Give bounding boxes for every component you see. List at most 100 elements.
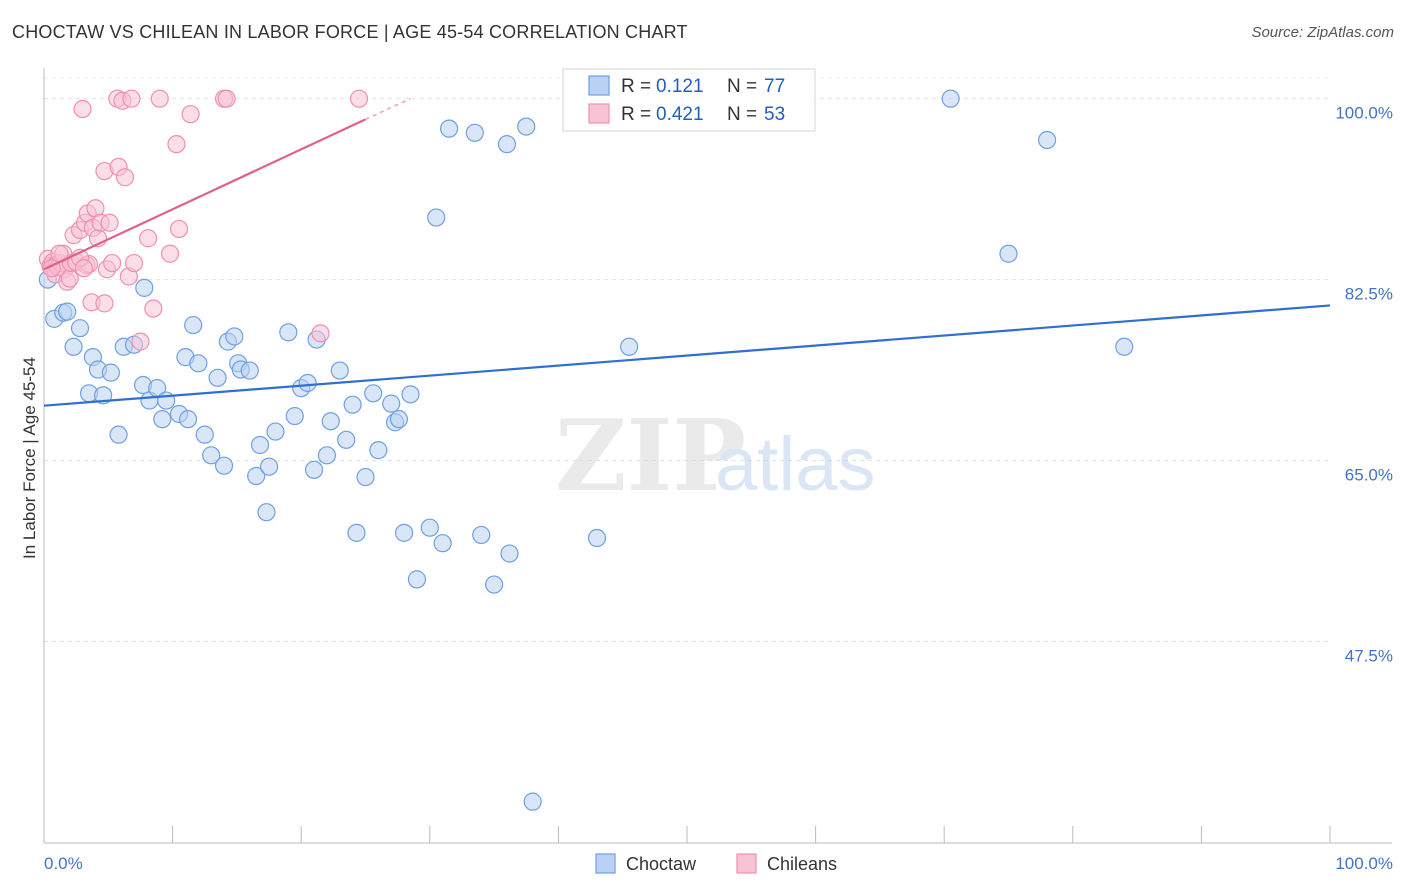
choctaw-point — [401, 385, 420, 404]
y-tick-label: 100.0% — [1335, 104, 1393, 123]
chileans-point — [95, 294, 114, 313]
choctaw-point — [225, 327, 244, 346]
choctaw-point — [330, 361, 349, 380]
bottom-legend: Choctaw Chileans — [595, 853, 837, 874]
choctaw-point — [321, 412, 340, 431]
choctaw-point — [64, 337, 83, 356]
choctaw-point — [70, 319, 90, 338]
choctaw-point — [439, 119, 459, 138]
legend-n-label: N = — [727, 76, 757, 97]
axes — [43, 68, 1392, 844]
choctaw-point — [101, 363, 120, 382]
y-axis-title: In Labor Force | Age 45-54 — [20, 357, 39, 559]
x-tick-labels: 0.0% 100.0% — [44, 854, 1393, 873]
data-points — [38, 89, 1134, 811]
chileans-bottom-label: Chileans — [767, 854, 837, 874]
y-tick-label: 47.5% — [1345, 646, 1393, 665]
choctaw-point — [941, 89, 960, 108]
y-tick-label: 65.0% — [1345, 466, 1393, 485]
choctaw-point — [1115, 337, 1134, 356]
choctaw-point — [347, 523, 366, 542]
choctaw-point — [304, 460, 324, 479]
chileans-point — [167, 135, 186, 154]
choctaw-point — [356, 467, 375, 487]
choctaw-point — [337, 430, 356, 449]
legend-n-value: 53 — [764, 104, 785, 125]
legend-r-label: R = — [621, 76, 651, 97]
choctaw-point — [285, 406, 304, 426]
legend: R = 0.121 N = 77 R = 0.421 N = 53 — [562, 68, 816, 132]
choctaw-point — [407, 570, 427, 589]
legend-n-value: 77 — [764, 76, 785, 97]
choctaw-point — [189, 354, 208, 373]
y-tick-label: 82.5% — [1345, 285, 1393, 304]
choctaw-point — [587, 528, 607, 548]
chileans-point — [144, 299, 163, 318]
choctaw-point — [433, 534, 452, 553]
choctaw-point — [317, 446, 337, 465]
choctaw-point — [240, 361, 259, 380]
x-tick-label: 0.0% — [44, 854, 83, 873]
choctaw-bottom-label: Choctaw — [626, 854, 697, 874]
chileans-point — [60, 269, 79, 288]
choctaw-point — [279, 323, 298, 342]
choctaw-point — [364, 384, 383, 403]
choctaw-point — [208, 368, 227, 387]
chileans-point — [139, 229, 158, 248]
choctaw-point — [389, 410, 409, 429]
chileans-bottom-swatch — [736, 853, 757, 874]
chileans-point — [181, 105, 200, 124]
choctaw-point — [202, 446, 221, 465]
choctaw-point — [135, 278, 154, 297]
choctaw-point — [500, 544, 519, 563]
chileans-point — [150, 89, 169, 108]
choctaw-bottom-swatch — [595, 853, 616, 874]
choctaw-point — [427, 208, 446, 227]
source-credit: Source: ZipAtlas.com — [1251, 24, 1394, 41]
watermark: ZIP atlas — [555, 399, 876, 514]
y-tick-labels: 100.0% 82.5% 65.0% 47.5% — [1335, 104, 1393, 666]
chart-title: CHOCTAW VS CHILEAN IN LABOR FORCE | AGE … — [12, 22, 688, 42]
legend-r-label: R = — [621, 104, 651, 125]
choctaw-point — [259, 457, 279, 476]
watermark-atlas: atlas — [715, 422, 876, 507]
choctaw-point — [472, 525, 491, 545]
legend-r-value: 0.121 — [656, 76, 704, 97]
choctaw-point — [382, 394, 401, 413]
choctaw-point — [184, 315, 203, 335]
chileans-point — [160, 244, 180, 263]
choctaw-point — [153, 410, 172, 429]
x-tick-label: 100.0% — [1335, 854, 1393, 873]
choctaw-point — [999, 244, 1018, 263]
chileans-trend-extension — [365, 97, 411, 121]
chileans-point — [217, 89, 236, 108]
choctaw-point — [250, 435, 270, 455]
chileans-point — [131, 332, 150, 351]
chileans-point — [73, 99, 92, 119]
choctaw-trend-line — [43, 304, 1331, 407]
choctaw-point — [195, 425, 214, 444]
chileans-point — [100, 213, 119, 232]
chileans-trend-line — [43, 118, 366, 271]
chileans-point — [122, 89, 141, 108]
chileans-point — [124, 253, 144, 273]
choctaw-point — [394, 523, 414, 542]
chileans-legend-swatch — [588, 103, 610, 124]
choctaw-point — [465, 123, 484, 142]
choctaw-point — [485, 575, 504, 594]
choctaw-point — [523, 792, 542, 811]
chileans-point — [103, 253, 122, 273]
chileans-point — [74, 259, 93, 278]
choctaw-point — [420, 518, 439, 537]
choctaw-point — [1037, 130, 1057, 150]
chileans-point — [169, 219, 189, 239]
watermark-zip: ZIP — [555, 399, 746, 514]
choctaw-point — [517, 117, 536, 136]
choctaw-point — [214, 456, 234, 475]
legend-n-label: N = — [727, 104, 757, 125]
chileans-point — [115, 168, 135, 187]
choctaw-point — [369, 441, 388, 460]
choctaw-point — [298, 373, 317, 393]
choctaw-point — [620, 337, 639, 356]
